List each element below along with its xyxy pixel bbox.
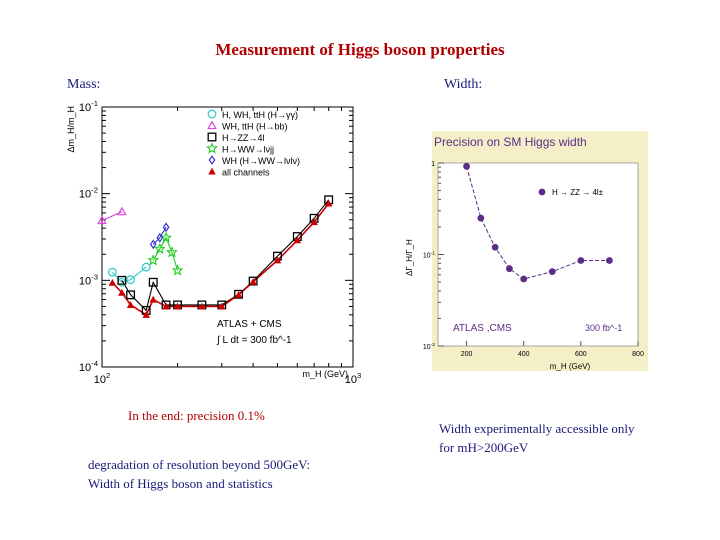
mass-y-tick-label: 10-4 [79, 359, 99, 374]
mass-point-4 [149, 239, 157, 250]
width-access-note-line-1: Width experimentally accessible only [439, 421, 635, 436]
mass-legend-marker [207, 109, 217, 119]
width-access-note-line-2: for mH>200GeV [439, 440, 529, 455]
mass-point-5 [198, 302, 206, 310]
degradation-note-line-2: Width of Higgs boson and statistics [88, 476, 273, 491]
mass-x-tick-label: 102 [94, 371, 111, 386]
width-label: Width: [444, 77, 483, 92]
width-legend-marker [538, 188, 546, 196]
mass-point-1 [97, 215, 107, 225]
mass-legend-marker [206, 142, 218, 154]
mass-point-5 [293, 236, 302, 244]
mass-point-3 [147, 254, 160, 266]
degradation-note-line-1: degradation of resolution beyond 500GeV: [88, 457, 311, 472]
width-x-tick-label: 800 [632, 351, 644, 358]
mass-label: Mass: [67, 77, 101, 92]
width-point [491, 243, 499, 251]
mass-point-5 [108, 278, 117, 286]
mass-point-3 [160, 231, 172, 243]
mass-point-5 [217, 302, 226, 310]
mass-legend-label: H, WH, ttH (H→γγ) [222, 110, 298, 120]
mass-point-5 [162, 302, 170, 310]
width-series-line [466, 166, 610, 280]
mass-point-1 [117, 206, 127, 216]
page-title: Measurement of Higgs boson properties [215, 40, 505, 59]
mass-point-0 [126, 275, 136, 285]
width-access-note: Width experimentally accessible only for… [439, 419, 635, 457]
mass-x-axis-label: m_H (GeV) [302, 369, 348, 379]
width-legend-label: H → ZZ → 4l± [552, 188, 604, 197]
mass-point-3 [153, 242, 166, 255]
mass-y-tick-label: 10-2 [79, 186, 98, 201]
mass-annotation-lumi: ∫ L dt = 300 fb^-1 [216, 335, 292, 346]
precision-note: In the end: precision 0.1% [128, 408, 265, 423]
mass-legend-marker [207, 132, 217, 142]
width-y-tick-label: 1 [431, 161, 435, 168]
mass-point-5 [126, 301, 135, 308]
mass-point-4 [156, 232, 164, 243]
mass-legend-label: WH (H→WW→lνlν) [222, 156, 300, 166]
width-annotation-lumi: 300 fb^-1 [585, 323, 622, 333]
degradation-note: degradation of resolution beyond 500GeV:… [88, 455, 310, 493]
mass-point-5 [142, 311, 150, 318]
mass-legend-label: H→ZZ→4l [222, 133, 265, 143]
mass-legend-label: WH, ttH (H→bb) [222, 122, 288, 132]
mass-legend-label: all channels [222, 168, 270, 178]
width-y-axis-label: ΔΓ_H/Γ_H [405, 239, 414, 276]
mass-point-5 [273, 256, 282, 264]
mass-point-5 [324, 199, 333, 207]
width-point [548, 268, 556, 276]
width-x-tick-label: 600 [575, 351, 587, 358]
mass-plot-frame [101, 106, 354, 368]
mass-y-tick-label: 10-3 [79, 272, 98, 287]
width-point [577, 257, 585, 264]
mass-legend-marker [207, 120, 217, 130]
mass-point-5 [249, 278, 257, 285]
mass-point-2 [126, 290, 136, 300]
width-x-axis-label: m_H (GeV) [550, 362, 591, 371]
width-point [606, 257, 613, 264]
width-point [477, 214, 485, 222]
mass-point-5 [118, 288, 126, 296]
mass-y-axis-label: Δm_H/m_H [66, 106, 76, 153]
mass-point-3 [166, 246, 178, 258]
mass-y-tick-label: 10-1 [79, 99, 98, 114]
width-point [506, 265, 513, 273]
mass-point-2 [234, 289, 244, 299]
width-point [463, 162, 470, 170]
mass-annotation-experiment: ATLAS + CMS [217, 319, 282, 330]
width-point [520, 275, 528, 283]
mass-point-0 [141, 262, 151, 272]
mass-point-5 [173, 302, 182, 310]
width-y-tick-label: 10-2 [423, 342, 435, 351]
mass-point-5 [310, 218, 318, 226]
mass-legend-marker [208, 155, 216, 165]
width-x-tick-label: 200 [461, 351, 473, 358]
mass-point-0 [107, 267, 117, 277]
mass-series-line-4 [152, 226, 167, 245]
width-y-tick-label: 10-1 [423, 250, 435, 259]
mass-point-5 [234, 291, 243, 298]
width-precision-chart: Precision on SM Higgs width 1 10-1 10-2 200… [405, 131, 648, 371]
mass-legend-label: H→WW→lνjj [222, 145, 274, 155]
mass-point-5 [149, 295, 158, 303]
mass-point-3 [171, 264, 184, 276]
mass-point-2 [148, 277, 158, 287]
width-annotation-experiment: ATLAS ,CMS [453, 323, 512, 334]
mass-point-4 [162, 222, 170, 233]
mass-point-2 [117, 275, 127, 285]
width-x-tick-label: 400 [518, 351, 530, 358]
width-plot-frame [437, 162, 639, 347]
width-chart-title: Precision on SM Higgs width [434, 135, 587, 149]
mass-legend-marker [208, 167, 216, 175]
